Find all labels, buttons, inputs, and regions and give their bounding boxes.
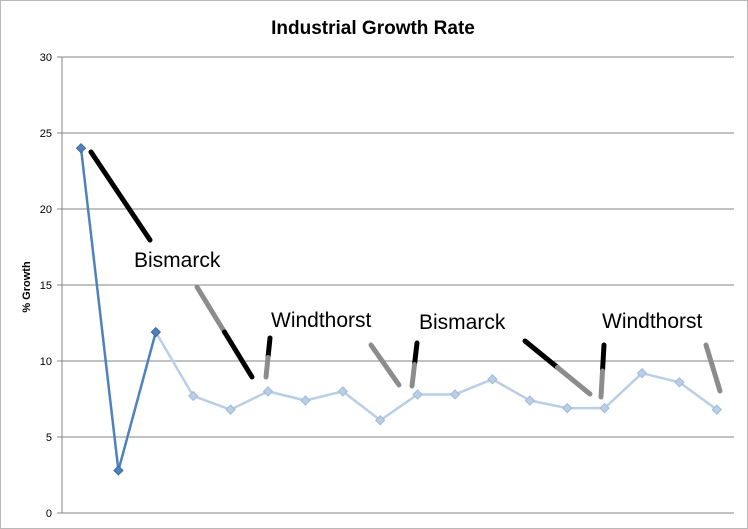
data-point	[75, 142, 87, 154]
hand-drawn-markers	[88, 149, 723, 400]
y-tick-label: 20	[40, 204, 52, 216]
data-point	[150, 326, 162, 338]
series-segment	[378, 393, 419, 422]
data-point	[300, 395, 311, 406]
y-tick-label: 5	[46, 432, 52, 444]
annotation-label: Bismarck	[419, 311, 506, 334]
slash-marker	[88, 149, 153, 243]
slash-marker	[265, 335, 273, 360]
y-tick-label: 30	[40, 52, 52, 64]
annotation-label: Windthorst	[602, 310, 703, 333]
data-point	[374, 415, 386, 426]
series-segment	[191, 394, 232, 411]
series-segment	[79, 146, 120, 472]
data-point	[337, 386, 349, 397]
slash-marker	[600, 342, 607, 374]
data-point	[262, 386, 274, 397]
data-point	[225, 404, 236, 415]
series-segment	[603, 371, 644, 410]
series-segment	[229, 390, 270, 411]
series-segment	[154, 330, 195, 398]
annotation-label: Windthorst	[271, 309, 372, 332]
slash-marker	[368, 342, 402, 388]
data-point	[524, 395, 536, 406]
axes	[61, 57, 734, 514]
y-tick-label: 25	[40, 128, 52, 140]
series-segment	[491, 377, 532, 402]
slash-marker	[409, 362, 417, 389]
data-point	[636, 367, 648, 379]
slash-marker	[222, 329, 255, 380]
y-tick-label: 0	[46, 508, 52, 520]
y-tick-label: 15	[40, 280, 52, 292]
data-points	[75, 142, 723, 476]
data-point	[113, 465, 124, 476]
slash-marker	[522, 338, 560, 370]
y-tick-label: 10	[40, 356, 52, 368]
chart-title: Industrial Growth Rate	[271, 18, 475, 39]
series-segment	[678, 381, 719, 411]
data-point	[412, 389, 423, 400]
data-point	[487, 374, 498, 385]
slash-marker	[412, 340, 420, 367]
gridlines	[57, 56, 734, 514]
series-segment	[341, 390, 382, 422]
series-segment	[640, 371, 681, 384]
slash-marker	[555, 365, 593, 397]
series-segment	[266, 390, 307, 402]
series-line	[79, 146, 719, 472]
slash-marker	[194, 284, 227, 335]
slash-marker	[598, 368, 605, 400]
data-point	[711, 404, 723, 415]
data-point	[449, 389, 461, 400]
y-tick-labels: 0 5 10 15 20 25 30	[40, 52, 52, 520]
series-segment	[453, 377, 494, 396]
series-segment	[304, 390, 345, 402]
y-axis-label: % Growth	[21, 261, 33, 313]
data-point	[187, 390, 199, 402]
annotations: Bismarck Windthorst Bismarck Windthorst	[134, 249, 703, 334]
data-point	[599, 402, 610, 414]
slash-marker	[703, 342, 723, 394]
annotation-label: Bismarck	[134, 249, 221, 272]
slash-marker	[263, 355, 271, 380]
series-segment	[528, 399, 569, 410]
data-point	[674, 377, 685, 388]
data-point	[561, 402, 573, 414]
series-segment	[117, 330, 158, 472]
